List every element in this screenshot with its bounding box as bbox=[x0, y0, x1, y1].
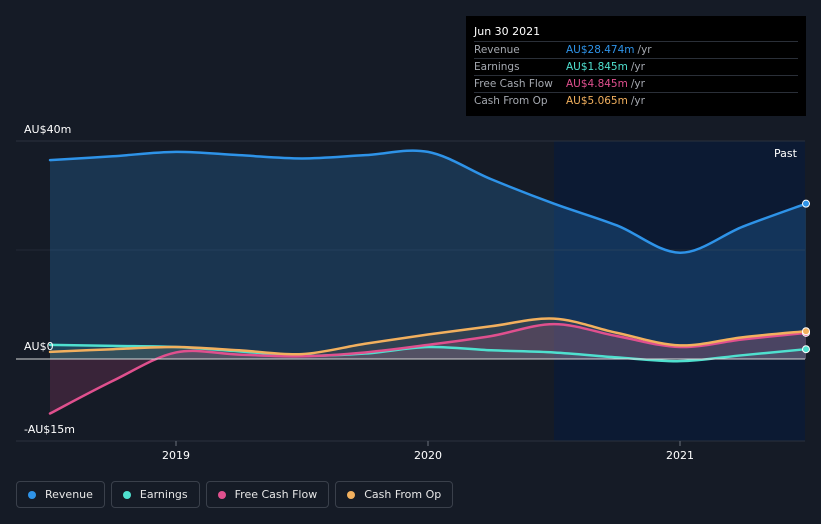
tooltip: Jun 30 2021 Revenue AU$28.474m /yr Earni… bbox=[466, 16, 806, 116]
legend-item-cash-from-op[interactable]: Cash From Op bbox=[335, 481, 454, 508]
legend-label: Cash From Op bbox=[364, 488, 442, 501]
tooltip-label: Cash From Op bbox=[474, 95, 548, 107]
line-revenue bbox=[48, 149, 808, 254]
legend: Revenue Earnings Free Cash Flow Cash Fro… bbox=[16, 481, 454, 508]
tooltip-label: Free Cash Flow bbox=[474, 78, 553, 90]
series-areas bbox=[50, 150, 806, 414]
legend-dot-icon bbox=[347, 490, 356, 499]
tooltip-value: AU$28.474m bbox=[566, 44, 635, 56]
y-tick-label-zero: AU$0 bbox=[24, 340, 54, 353]
grid bbox=[16, 140, 805, 442]
legend-dot-icon bbox=[28, 490, 36, 499]
x-tick-label-2021: 2021 bbox=[666, 449, 694, 462]
tooltip-row-free-cash-flow: Free Cash Flow AU$4.845m /yr bbox=[474, 75, 798, 92]
area-earnings bbox=[50, 344, 806, 362]
series-lines bbox=[16, 149, 808, 415]
legend-label: Revenue bbox=[45, 488, 93, 501]
line-free-cash-flow bbox=[48, 322, 808, 415]
tooltip-label: Revenue bbox=[474, 44, 520, 56]
end-marker-revenue bbox=[802, 199, 810, 208]
tooltip-value: AU$1.845m bbox=[566, 61, 628, 73]
x-tick-label-2019: 2019 bbox=[162, 449, 190, 462]
area-revenue bbox=[50, 150, 806, 359]
legend-dot-icon bbox=[122, 490, 131, 499]
past-label: Past bbox=[774, 147, 797, 160]
tooltip-date: Jun 30 2021 bbox=[474, 25, 541, 38]
x-tick-label-2020: 2020 bbox=[414, 449, 442, 462]
tooltip-unit: /yr bbox=[630, 61, 645, 73]
area-free-cash-flow bbox=[50, 324, 806, 414]
line-cash-from-op bbox=[48, 317, 808, 356]
legend-dot-icon bbox=[217, 490, 226, 499]
x-axis: 2019 2020 2021 bbox=[162, 441, 694, 462]
tooltip-row-cash-from-op: Cash From Op AU$5.065m /yr bbox=[474, 92, 798, 109]
tooltip-value: AU$4.845m bbox=[566, 78, 628, 90]
tooltip-unit: /yr bbox=[637, 44, 652, 56]
legend-item-free-cash-flow[interactable]: Free Cash Flow bbox=[205, 481, 330, 508]
tooltip-unit: /yr bbox=[630, 95, 645, 107]
legend-label: Earnings bbox=[139, 488, 188, 501]
y-tick-label-bottom: -AU$15m bbox=[24, 423, 76, 436]
y-tick-label-top: AU$40m bbox=[24, 123, 72, 136]
series-end-markers bbox=[802, 199, 810, 354]
tooltip-value: AU$5.065m bbox=[566, 95, 628, 107]
tooltip-row-revenue: Revenue AU$28.474m /yr bbox=[474, 41, 798, 58]
end-marker-cash-from-op bbox=[802, 327, 810, 336]
area-cash-from-op bbox=[50, 318, 806, 359]
tooltip-unit: /yr bbox=[630, 78, 645, 90]
tooltip-row-earnings: Earnings AU$1.845m /yr bbox=[474, 58, 798, 75]
end-marker-earnings bbox=[802, 345, 810, 354]
legend-label: Free Cash Flow bbox=[234, 488, 318, 501]
past-region bbox=[554, 141, 805, 441]
legend-item-revenue[interactable]: Revenue bbox=[16, 481, 105, 508]
tooltip-label: Earnings bbox=[474, 61, 520, 73]
legend-item-earnings[interactable]: Earnings bbox=[110, 481, 200, 508]
